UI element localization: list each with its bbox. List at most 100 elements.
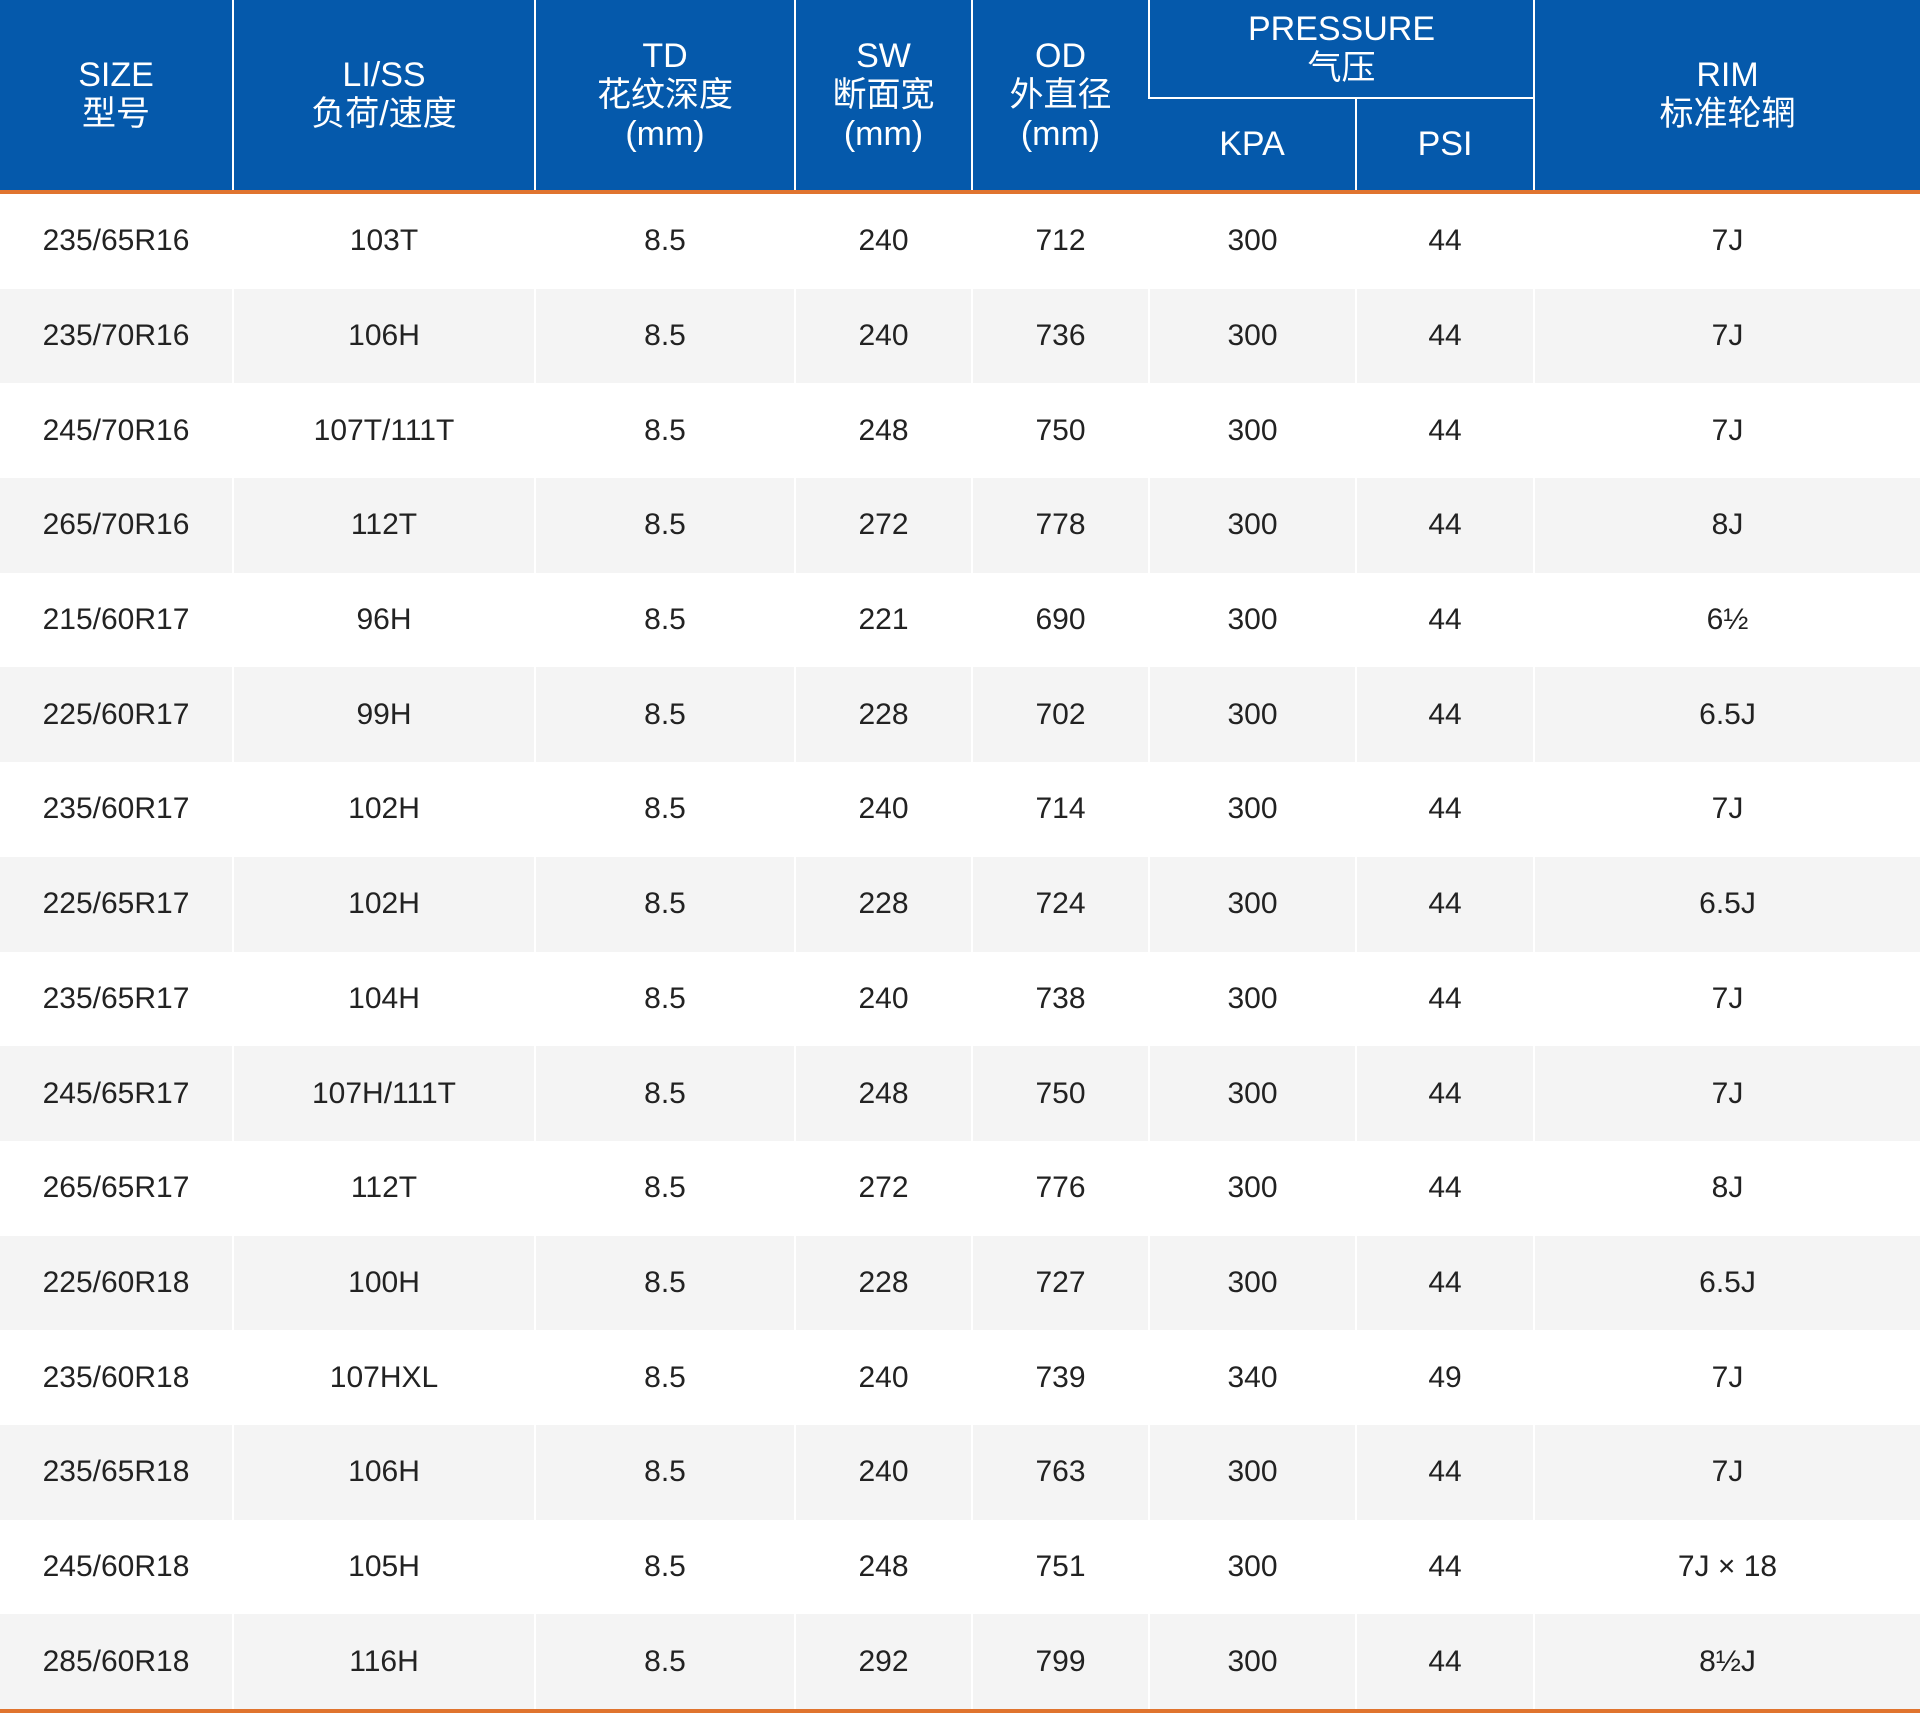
- table-row: 215/60R17 96H 8.5 221 690 300 44 6½: [0, 572, 1920, 668]
- cell-psi: 44: [1355, 478, 1534, 573]
- cell-rim: 7J: [1533, 762, 1920, 857]
- cell-sw: 240: [794, 951, 972, 1047]
- cell-sw: 240: [794, 1424, 972, 1520]
- cell-liss: 112T: [232, 1140, 535, 1236]
- cell-size: 235/65R17: [0, 951, 233, 1047]
- cell-kpa: 300: [1148, 1519, 1356, 1615]
- cell-size: 215/60R17: [0, 572, 233, 668]
- cell-size: 265/65R17: [0, 1140, 233, 1236]
- cell-liss: 99H: [232, 667, 535, 763]
- cell-od: 778: [971, 478, 1149, 573]
- header-od: OD 外直径 (mm): [971, 0, 1149, 194]
- cell-psi: 44: [1355, 1140, 1534, 1236]
- cell-td: 8.5: [534, 1614, 795, 1713]
- cell-sw: 248: [794, 1519, 972, 1615]
- cell-size: 245/70R16: [0, 383, 233, 479]
- cell-liss: 106H: [232, 1424, 535, 1520]
- cell-od: 776: [971, 1140, 1149, 1236]
- header-od-en: OD: [1035, 36, 1086, 75]
- header-pressure-en: PRESSURE: [1247, 9, 1436, 48]
- header-size-cn: 型号: [82, 95, 150, 133]
- cell-rim: 7J: [1533, 1330, 1920, 1425]
- cell-size: 285/60R18: [0, 1614, 233, 1713]
- cell-rim: 7J × 18: [1533, 1519, 1920, 1615]
- cell-kpa: 300: [1148, 1614, 1356, 1713]
- header-sw-en: SW: [856, 36, 911, 75]
- cell-rim: 7J: [1533, 1046, 1920, 1141]
- header-liss-en: LI/SS: [342, 56, 426, 94]
- cell-rim: 6.5J: [1533, 667, 1920, 763]
- table-row: 235/65R17 104H 8.5 240 738 300 44 7J: [0, 951, 1920, 1047]
- cell-liss: 105H: [232, 1519, 535, 1615]
- cell-liss: 107T/111T: [232, 383, 535, 479]
- cell-sw: 248: [794, 1046, 972, 1141]
- cell-size: 245/60R18: [0, 1519, 233, 1615]
- cell-liss: 107HXL: [232, 1330, 535, 1425]
- cell-od: 714: [971, 762, 1149, 857]
- cell-psi: 44: [1355, 1046, 1534, 1141]
- cell-kpa: 300: [1148, 288, 1356, 384]
- cell-td: 8.5: [534, 288, 795, 384]
- cell-size: 235/60R17: [0, 762, 233, 857]
- cell-td: 8.5: [534, 1330, 795, 1425]
- cell-rim: 6.5J: [1533, 1235, 1920, 1331]
- cell-kpa: 300: [1148, 192, 1356, 289]
- cell-kpa: 340: [1148, 1330, 1356, 1425]
- cell-td: 8.5: [534, 192, 795, 289]
- header-psi: PSI: [1355, 97, 1534, 194]
- cell-rim: 7J: [1533, 383, 1920, 479]
- cell-sw: 272: [794, 478, 972, 573]
- cell-kpa: 300: [1148, 1140, 1356, 1236]
- cell-od: 702: [971, 667, 1149, 763]
- header-rim: RIM 标准轮辋: [1533, 0, 1920, 194]
- cell-psi: 44: [1355, 856, 1534, 952]
- cell-liss: 102H: [232, 762, 535, 857]
- cell-psi: 44: [1355, 1519, 1534, 1615]
- table-row: 235/70R16 106H 8.5 240 736 300 44 7J: [0, 288, 1920, 384]
- table-row: 245/60R18 105H 8.5 248 751 300 44 7J × 18: [0, 1519, 1920, 1615]
- cell-size: 225/65R17: [0, 856, 233, 952]
- cell-psi: 44: [1355, 1235, 1534, 1331]
- cell-td: 8.5: [534, 1519, 795, 1615]
- cell-liss: 103T: [232, 192, 535, 289]
- cell-td: 8.5: [534, 762, 795, 857]
- cell-td: 8.5: [534, 1046, 795, 1141]
- header-od-cn: 外直径: [1009, 75, 1112, 114]
- table-row: 265/70R16 112T 8.5 272 778 300 44 8J: [0, 478, 1920, 573]
- cell-td: 8.5: [534, 383, 795, 479]
- cell-sw: 248: [794, 383, 972, 479]
- cell-sw: 228: [794, 1235, 972, 1331]
- cell-td: 8.5: [534, 572, 795, 668]
- table-row: 235/60R17 102H 8.5 240 714 300 44 7J: [0, 762, 1920, 857]
- cell-liss: 100H: [232, 1235, 535, 1331]
- header-pressure: PRESSURE 气压: [1148, 0, 1534, 98]
- header-rim-cn: 标准轮辋: [1659, 95, 1796, 133]
- cell-psi: 44: [1355, 192, 1534, 289]
- cell-size: 235/70R16: [0, 288, 233, 384]
- header-kpa: KPA: [1149, 97, 1356, 194]
- header-size-en: SIZE: [78, 56, 154, 94]
- cell-sw: 240: [794, 192, 972, 289]
- cell-rim: 8J: [1533, 1140, 1920, 1236]
- cell-td: 8.5: [534, 856, 795, 952]
- cell-td: 8.5: [534, 667, 795, 763]
- cell-psi: 44: [1355, 572, 1534, 668]
- cell-td: 8.5: [534, 1235, 795, 1331]
- cell-kpa: 300: [1148, 1235, 1356, 1331]
- cell-od: 763: [971, 1424, 1149, 1520]
- cell-sw: 221: [794, 572, 972, 668]
- table-row: 245/70R16 107T/111T 8.5 248 750 300 44 7J: [0, 383, 1920, 479]
- cell-od: 751: [971, 1519, 1149, 1615]
- cell-od: 738: [971, 951, 1149, 1047]
- cell-kpa: 300: [1148, 572, 1356, 668]
- cell-rim: 7J: [1533, 288, 1920, 384]
- cell-rim: 6½: [1533, 572, 1920, 668]
- cell-rim: 7J: [1533, 1424, 1920, 1520]
- cell-size: 225/60R18: [0, 1235, 233, 1331]
- cell-sw: 272: [794, 1140, 972, 1236]
- cell-od: 750: [971, 1046, 1149, 1141]
- header-liss-cn: 负荷/速度: [311, 95, 457, 133]
- cell-psi: 44: [1355, 288, 1534, 384]
- cell-sw: 228: [794, 667, 972, 763]
